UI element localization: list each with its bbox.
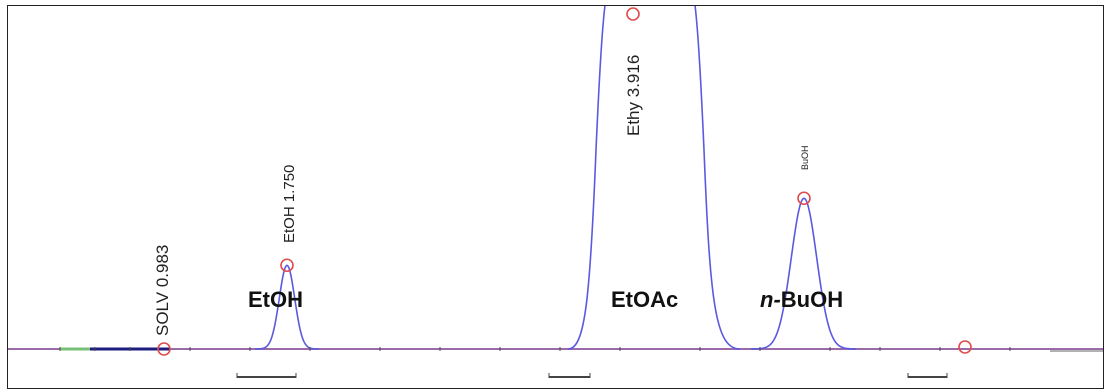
peak-marker-etoh [280,258,294,273]
compound-label-etoh: EtOH [248,287,303,312]
peak-label-ethy: Ethy 3.916 [624,55,643,136]
peak-label-buoh: BuOH [800,145,810,170]
peak-trace-buoh [751,197,857,350]
peak-marker-end [958,340,972,354]
peak-trace-etoh [255,264,319,350]
compound-label-buoh: n-BuOH [760,287,843,312]
compound-name-buoh: BuOH [781,287,843,312]
compound-label-etoac: EtOAc [611,287,678,312]
peak-marker-ethy [626,7,640,21]
peak-marker-buoh [797,191,811,206]
chromatogram-frame [7,5,1104,389]
compound-prefix-n: n- [760,287,781,312]
peak-marker-solv [157,342,171,356]
peak-label-etoh: EtOH 1.750 [281,165,298,243]
peak-trace-ethy [567,6,741,350]
peak-label-solv: SOLV 0.983 [153,245,172,336]
